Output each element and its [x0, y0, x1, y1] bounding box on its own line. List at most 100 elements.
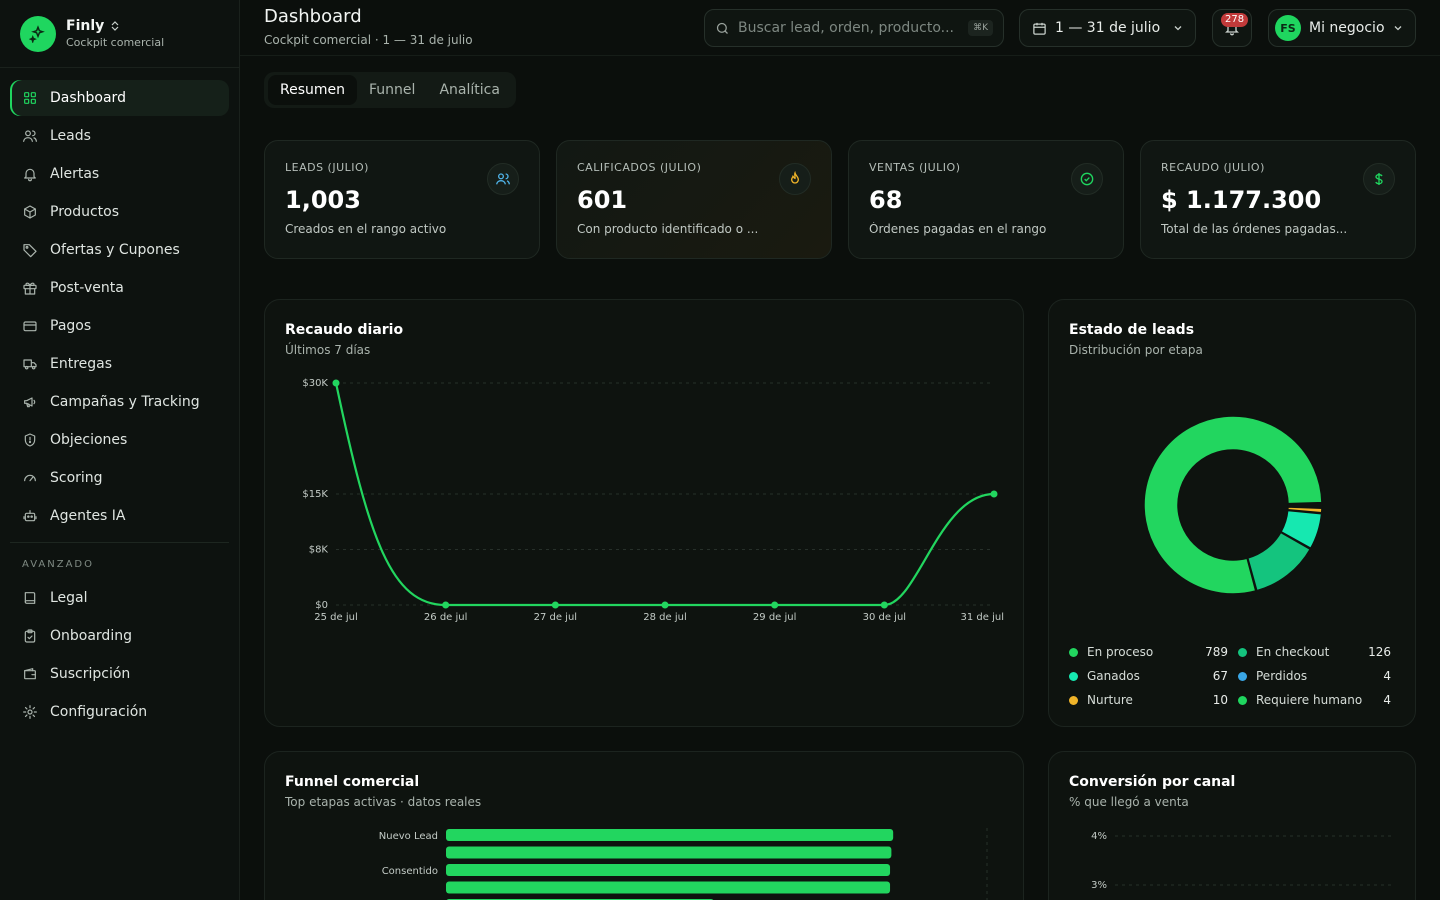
search-shortcut: ⌘K: [968, 20, 993, 36]
sidebar: Finly Cockpit comercial Dashboard Leads Al…: [0, 0, 240, 900]
view-tabs: Resumen Funnel Analítica: [264, 72, 516, 108]
search-icon: [716, 22, 728, 34]
sidebar-item-label: Onboarding: [50, 628, 132, 644]
revenue-panel: Recaudo diario Últimos 7 días $0 $8K $15K $…: [264, 299, 1024, 727]
kpi-card-recaudo[interactable]: RECAUDO (JULIO) $ 1.177.300 Total de las…: [1140, 140, 1416, 259]
chevron-updown-icon: [111, 21, 119, 31]
funnel-bar[interactable]: [446, 829, 894, 841]
sidebar-item-entregas[interactable]: Entregas: [10, 346, 229, 382]
data-point[interactable]: [771, 601, 779, 609]
bell-icon: [24, 168, 36, 182]
panel-subtitle: Últimos 7 días: [285, 343, 371, 357]
funnel-bar[interactable]: [446, 864, 891, 876]
kpi-note: Órdenes pagadas en el rango: [869, 222, 1047, 236]
kpi-card-calificados[interactable]: CALIFICADOS (JULIO) 601 Con producto ide…: [556, 140, 832, 259]
sidebar-item-productos[interactable]: Productos: [10, 194, 229, 230]
donut-slice[interactable]: [1246, 531, 1312, 592]
data-point[interactable]: [442, 601, 450, 609]
panel-subtitle: Distribución por etapa: [1069, 343, 1203, 357]
legend-value: 789: [1205, 645, 1228, 659]
sidebar-item-ofertas-y-cupones[interactable]: Ofertas y Cupones: [10, 232, 229, 268]
legend-dot: [1238, 647, 1247, 657]
funnel-bar[interactable]: [446, 846, 892, 859]
notifications-badge: 278: [1221, 13, 1249, 27]
chevron-down-icon: [1394, 26, 1402, 31]
dollar-icon: [1363, 163, 1395, 195]
sidebar-item-label: Leads: [50, 128, 91, 144]
sidebar-item-label: Productos: [50, 204, 120, 220]
data-point[interactable]: [990, 490, 998, 498]
business-name: Mi negocio: [1309, 20, 1385, 36]
legend-entry[interactable]: En proceso 789: [1069, 645, 1232, 659]
notifications-button[interactable]: 278: [1212, 9, 1252, 47]
x-tick-label: 30 de jul: [863, 612, 906, 623]
funnel-stage-label: Nuevo Lead: [379, 831, 438, 842]
legend-entry[interactable]: En checkout 126: [1232, 645, 1395, 659]
data-point[interactable]: [661, 601, 669, 609]
sidebar-item-onboarding[interactable]: Onboarding: [10, 618, 229, 654]
top-header: Dashboard Cockpit comercial · 1 — 31 de …: [240, 0, 1440, 56]
sidebar-item-pagos[interactable]: Pagos: [10, 308, 229, 344]
data-point[interactable]: [880, 601, 888, 609]
chevron-down-icon: [1174, 26, 1182, 31]
legend-dot: [1238, 671, 1247, 681]
sidebar-item-configuracion[interactable]: Configuración: [10, 694, 229, 730]
y-tick-label: $0: [315, 600, 328, 611]
legend-entry[interactable]: Perdidos 4: [1232, 669, 1395, 683]
brand-logo: [20, 15, 56, 52]
legend-entry[interactable]: Ganados 67: [1069, 669, 1232, 683]
legend-entry[interactable]: Nurture 10: [1069, 693, 1232, 707]
brand[interactable]: Finly Cockpit comercial: [0, 0, 239, 68]
sidebar-item-campanas-y-tracking[interactable]: Campañas y Tracking: [10, 384, 229, 420]
tab-resumen[interactable]: Resumen: [268, 75, 358, 105]
tag-icon: [23, 244, 37, 258]
leads-donut-chart: [1143, 415, 1323, 595]
panel-title: Estado de leads: [1069, 322, 1195, 338]
wallet-icon: [24, 668, 36, 680]
panel-title: Conversión por canal: [1069, 774, 1236, 790]
search-input[interactable]: [738, 20, 969, 36]
legend-row: Ganados 67 Perdidos 4: [1069, 664, 1395, 688]
truck-icon: [23, 359, 37, 370]
data-point[interactable]: [551, 601, 559, 609]
donut-legend: En proceso 789 En checkout 126 Ganados 67 Perd…: [1069, 640, 1395, 712]
kpi-note: Total de las órdenes pagadas...: [1161, 222, 1348, 236]
date-range-button[interactable]: 1 — 31 de julio: [1019, 9, 1196, 47]
page-title: Dashboard: [264, 6, 362, 27]
legend-value: 10: [1212, 693, 1228, 707]
sidebar-item-scoring[interactable]: Scoring: [10, 460, 229, 496]
sidebar-item-objeciones[interactable]: Objeciones: [10, 422, 229, 458]
book-icon: [24, 592, 36, 604]
tab-funnel[interactable]: Funnel: [369, 82, 416, 98]
kpi-card-leads[interactable]: LEADS (JULIO) 1,003 Creados en el rango …: [264, 140, 540, 259]
sidebar-item-label: Suscripción: [50, 666, 131, 682]
sidebar-item-dashboard[interactable]: Dashboard: [10, 80, 229, 116]
business-switcher[interactable]: FS Mi negocio: [1268, 9, 1416, 47]
sidebar-item-suscripcion[interactable]: Suscripción: [10, 656, 229, 692]
funnel-bar-chart: Nuevo Lead Consentido: [379, 828, 988, 900]
sidebar-item-alertas[interactable]: Alertas: [10, 156, 229, 192]
legend-row: Nurture 10 Requiere humano 4: [1069, 688, 1395, 712]
kpi-value: $ 1.177.300: [1161, 186, 1322, 214]
funnel-bar[interactable]: [446, 881, 891, 894]
legend-label: Nurture: [1087, 693, 1133, 707]
sidebar-item-post-venta[interactable]: Post-venta: [10, 270, 229, 306]
legend-label: Requiere humano: [1256, 693, 1363, 707]
kpi-value: 601: [577, 186, 628, 214]
donut-slice[interactable]: [1280, 509, 1323, 550]
tab-analitica[interactable]: Analítica: [439, 82, 500, 98]
sidebar-item-label: Entregas: [50, 356, 113, 372]
sidebar-item-label: Agentes IA: [50, 508, 126, 524]
sidebar-item-agentes-ia[interactable]: Agentes IA: [10, 498, 229, 534]
donut-slice[interactable]: [1143, 415, 1323, 595]
legend-label: Perdidos: [1256, 669, 1308, 683]
legend-entry[interactable]: Requiere humano 4: [1232, 693, 1395, 707]
sidebar-item-leads[interactable]: Leads: [10, 118, 229, 154]
sidebar-item-legal[interactable]: Legal: [10, 580, 229, 616]
kpi-card-ventas[interactable]: VENTAS (JULIO) 68 Órdenes pagadas en el …: [848, 140, 1124, 259]
search-box[interactable]: ⌘K: [704, 9, 1004, 47]
legend-label: Ganados: [1087, 669, 1140, 683]
revenue-line-chart: $0 $8K $15K $30K 25 de jul 26 de jul 27 de jul…: [302, 378, 1004, 623]
data-point[interactable]: [332, 379, 340, 387]
conversion-chart: 3% 4%: [1091, 831, 1391, 891]
